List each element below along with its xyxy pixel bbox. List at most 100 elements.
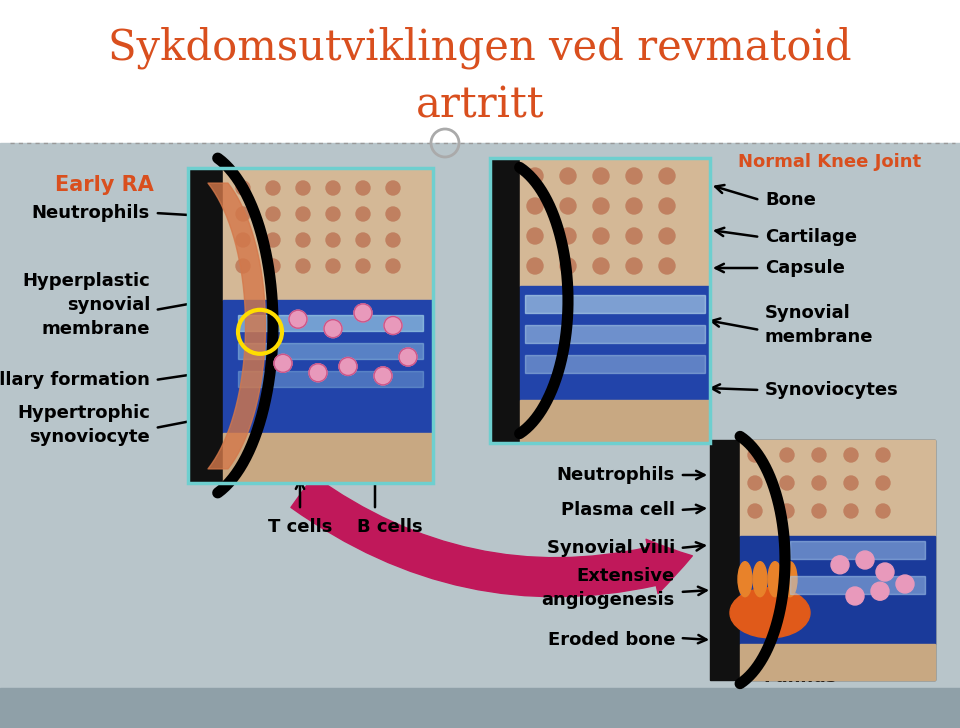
Bar: [188, 168, 433, 483]
Circle shape: [896, 575, 914, 593]
Text: Extensive
angiogenesis: Extensive angiogenesis: [541, 567, 675, 609]
Circle shape: [339, 357, 357, 376]
Bar: [223, 432, 433, 483]
Text: Eroded bone: Eroded bone: [547, 631, 675, 649]
Ellipse shape: [738, 562, 752, 597]
Circle shape: [812, 476, 826, 490]
Circle shape: [812, 504, 826, 518]
Circle shape: [527, 198, 543, 214]
Bar: [238, 371, 423, 387]
Text: Sykdomsutviklingen ved revmatoid: Sykdomsutviklingen ved revmatoid: [108, 27, 852, 69]
Text: Synoviocytes: Synoviocytes: [765, 381, 899, 399]
Circle shape: [871, 582, 889, 600]
Bar: [520, 158, 710, 286]
Bar: [0, 0, 960, 143]
Bar: [490, 158, 520, 443]
Bar: [238, 315, 423, 331]
Bar: [525, 355, 705, 373]
Circle shape: [289, 310, 307, 328]
Circle shape: [780, 476, 794, 490]
Circle shape: [846, 587, 864, 605]
Circle shape: [812, 448, 826, 462]
Circle shape: [356, 233, 370, 247]
Bar: [740, 440, 935, 536]
Circle shape: [560, 198, 576, 214]
Circle shape: [844, 504, 858, 518]
Circle shape: [356, 207, 370, 221]
Circle shape: [356, 259, 370, 273]
Circle shape: [593, 168, 609, 184]
Circle shape: [780, 448, 794, 462]
Bar: [0, 143, 960, 688]
Circle shape: [236, 181, 250, 195]
Circle shape: [527, 168, 543, 184]
Circle shape: [748, 504, 762, 518]
Circle shape: [266, 181, 280, 195]
Circle shape: [593, 198, 609, 214]
Circle shape: [844, 476, 858, 490]
Text: Hypertrophic
synoviocyte: Hypertrophic synoviocyte: [17, 404, 150, 446]
Bar: [238, 344, 423, 360]
Text: Cartilage: Cartilage: [765, 228, 857, 246]
Circle shape: [326, 181, 340, 195]
Circle shape: [386, 233, 400, 247]
Text: Established RA: Established RA: [505, 425, 681, 445]
Circle shape: [780, 504, 794, 518]
Circle shape: [386, 259, 400, 273]
Circle shape: [876, 476, 890, 490]
Text: Capillary formation: Capillary formation: [0, 371, 150, 389]
Circle shape: [386, 207, 400, 221]
Circle shape: [626, 258, 642, 274]
Bar: [710, 440, 935, 680]
Text: Neutrophils: Neutrophils: [32, 204, 150, 222]
Circle shape: [374, 367, 392, 385]
Bar: [525, 325, 705, 343]
Circle shape: [527, 258, 543, 274]
Circle shape: [560, 258, 576, 274]
Circle shape: [876, 563, 894, 581]
Circle shape: [831, 555, 849, 574]
Circle shape: [236, 233, 250, 247]
Ellipse shape: [768, 562, 782, 597]
Text: Synovial
membrane: Synovial membrane: [765, 304, 874, 346]
Text: Normal Knee Joint: Normal Knee Joint: [738, 153, 922, 171]
Circle shape: [659, 198, 675, 214]
Circle shape: [748, 448, 762, 462]
Circle shape: [236, 259, 250, 273]
Circle shape: [266, 233, 280, 247]
Bar: [525, 295, 705, 313]
Text: artritt: artritt: [416, 84, 544, 126]
Circle shape: [876, 504, 890, 518]
Circle shape: [354, 304, 372, 322]
Bar: [740, 536, 935, 644]
Text: Neutrophils: Neutrophils: [557, 466, 675, 484]
Circle shape: [626, 168, 642, 184]
Text: Pannus: Pannus: [763, 668, 837, 686]
Circle shape: [593, 228, 609, 244]
Circle shape: [324, 320, 342, 338]
Circle shape: [309, 364, 327, 381]
Text: Hyperplastic
synovial
membrane: Hyperplastic synovial membrane: [22, 272, 150, 338]
Text: Capsule: Capsule: [765, 259, 845, 277]
Text: Bone: Bone: [765, 191, 816, 209]
Circle shape: [626, 198, 642, 214]
Circle shape: [856, 551, 874, 569]
Bar: [223, 168, 433, 300]
Circle shape: [748, 476, 762, 490]
Circle shape: [386, 181, 400, 195]
Ellipse shape: [783, 562, 797, 597]
Circle shape: [527, 228, 543, 244]
Bar: [0, 688, 960, 728]
Circle shape: [593, 258, 609, 274]
Circle shape: [659, 228, 675, 244]
Bar: [520, 286, 710, 400]
Text: Synovial villi: Synovial villi: [547, 539, 675, 557]
Circle shape: [626, 228, 642, 244]
Text: Plasma cell: Plasma cell: [561, 501, 675, 519]
Circle shape: [326, 233, 340, 247]
Circle shape: [399, 348, 417, 366]
Circle shape: [296, 233, 310, 247]
Circle shape: [296, 207, 310, 221]
Text: B cells: B cells: [357, 518, 422, 536]
Circle shape: [560, 168, 576, 184]
